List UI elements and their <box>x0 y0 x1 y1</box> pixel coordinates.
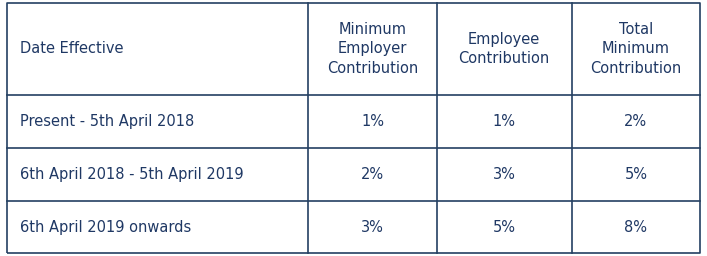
Text: 2%: 2% <box>361 167 384 182</box>
Text: 6th April 2018 - 5th April 2019: 6th April 2018 - 5th April 2019 <box>20 167 243 182</box>
Text: 8%: 8% <box>624 220 648 234</box>
Text: 1%: 1% <box>493 114 515 129</box>
Text: 6th April 2019 onwards: 6th April 2019 onwards <box>20 220 191 234</box>
Text: Total
Minimum
Contribution: Total Minimum Contribution <box>590 22 682 76</box>
Text: 3%: 3% <box>361 220 384 234</box>
Text: 2%: 2% <box>624 114 648 129</box>
Text: 5%: 5% <box>493 220 515 234</box>
Text: Date Effective: Date Effective <box>20 41 123 57</box>
Text: 5%: 5% <box>624 167 648 182</box>
Text: Minimum
Employer
Contribution: Minimum Employer Contribution <box>327 22 418 76</box>
Text: Present - 5th April 2018: Present - 5th April 2018 <box>20 114 194 129</box>
Text: Employee
Contribution: Employee Contribution <box>459 31 550 66</box>
Text: 3%: 3% <box>493 167 515 182</box>
Text: 1%: 1% <box>361 114 384 129</box>
